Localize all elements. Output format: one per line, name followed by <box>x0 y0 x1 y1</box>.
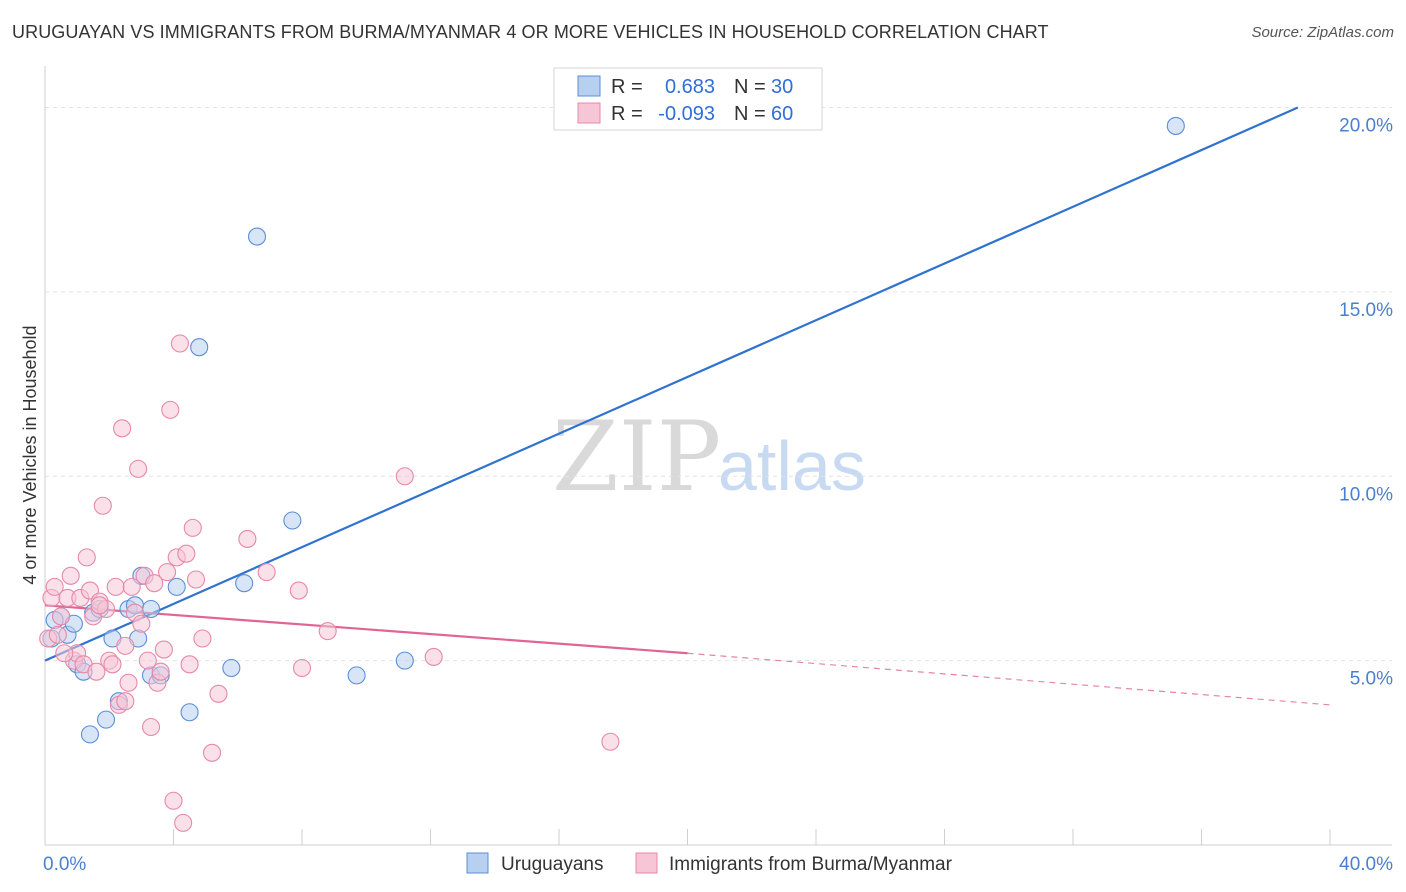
point-burma <box>116 636 135 655</box>
legend-r-label-2: R = <box>611 103 643 125</box>
bottom-legend-swatch-burma <box>635 852 658 874</box>
legend-r-value-2: -0.093 <box>658 103 715 125</box>
point-burma <box>113 419 132 438</box>
point-uruguayans <box>235 574 254 593</box>
point-burma <box>129 459 148 478</box>
point-burma <box>238 529 257 548</box>
legend-n-label-1: N = <box>734 76 766 98</box>
legend-n-value-2: 60 <box>771 103 793 125</box>
point-burma <box>209 684 228 703</box>
y-axis-label: 4 or more Vehicles in Household <box>20 325 40 584</box>
correlation-legend: R = 0.683 N = 30 R = -0.093 N = 60 <box>553 67 823 131</box>
point-burma <box>292 658 312 678</box>
source-label: Source: ZipAtlas.com <box>1251 24 1394 41</box>
legend-r-value-1: 0.683 <box>665 76 715 98</box>
y-tick-label: 10.0% <box>1339 484 1393 505</box>
chart-title: URUGUAYAN VS IMMIGRANTS FROM BURMA/MYANM… <box>12 22 1049 42</box>
trend-line-uruguayans <box>44 106 1299 662</box>
point-burma <box>119 673 138 692</box>
point-burma <box>174 813 193 832</box>
point-burma <box>93 496 112 515</box>
point-uruguayans <box>283 511 302 530</box>
point-burma <box>48 625 67 644</box>
point-burma <box>77 548 96 567</box>
point-burma <box>180 655 199 674</box>
bottom-legend-burma: Immigrants from Burma/Myanmar <box>669 854 953 875</box>
legend-n-label-2: N = <box>734 103 766 125</box>
point-burma <box>193 629 212 648</box>
legend-r-label-1: R = <box>611 76 643 98</box>
point-burma <box>424 647 443 666</box>
point-burma <box>151 662 170 681</box>
point-burma <box>132 614 151 633</box>
x-tick-label: 0.0% <box>43 854 86 875</box>
point-burma <box>164 791 183 810</box>
point-burma <box>170 334 189 353</box>
watermark-zip: ZIP <box>552 401 721 513</box>
point-burma <box>289 581 308 600</box>
point-burma <box>52 607 71 626</box>
axes <box>44 66 1392 846</box>
point-uruguayans <box>395 651 414 670</box>
tick-labels: 5.0% 10.0% 15.0% 20.0% 0.0% 40.0% <box>43 116 1393 876</box>
series-legend: Uruguayans Immigrants from Burma/Myanmar <box>466 852 953 875</box>
data-points <box>39 116 1185 832</box>
watermark-atlas: atlas <box>718 427 866 505</box>
point-burma <box>318 622 337 641</box>
x-tick-label: 40.0% <box>1339 854 1393 875</box>
point-burma <box>87 662 106 681</box>
point-uruguayans <box>180 703 199 722</box>
point-burma <box>141 717 161 737</box>
point-burma <box>45 577 64 596</box>
point-burma <box>145 574 164 593</box>
point-burma <box>116 692 135 711</box>
trend-extension-burma <box>687 652 1331 706</box>
legend-n-value-1: 30 <box>771 76 793 98</box>
point-uruguayans <box>96 710 116 729</box>
point-burma <box>138 651 157 670</box>
y-tick-label: 20.0% <box>1339 116 1393 137</box>
point-burma <box>103 655 122 674</box>
bottom-legend-uruguayans: Uruguayans <box>501 854 603 875</box>
point-burma <box>257 563 276 582</box>
point-burma <box>395 467 414 486</box>
point-uruguayans <box>141 599 161 619</box>
legend-swatch-uruguayans <box>577 75 601 97</box>
point-burma <box>154 640 173 659</box>
point-burma <box>158 563 177 582</box>
y-tick-label: 5.0% <box>1350 669 1393 690</box>
point-uruguayans <box>347 666 366 685</box>
point-uruguayans <box>222 658 241 678</box>
point-uruguayans <box>190 338 209 357</box>
bottom-legend-swatch-uruguayans <box>466 852 489 874</box>
point-burma <box>177 544 196 563</box>
legend-swatch-burma <box>577 102 601 124</box>
point-burma <box>186 570 206 589</box>
point-uruguayans <box>80 725 100 744</box>
point-burma <box>601 732 620 751</box>
y-tick-label: 15.0% <box>1339 300 1393 321</box>
point-uruguayans <box>1166 116 1185 135</box>
point-burma <box>203 743 222 762</box>
point-burma <box>183 518 202 537</box>
point-burma <box>55 644 74 663</box>
point-burma <box>61 566 80 585</box>
point-uruguayans <box>247 227 267 246</box>
point-burma <box>106 577 125 596</box>
point-burma <box>122 577 141 596</box>
point-burma <box>90 596 109 615</box>
point-burma <box>161 400 180 419</box>
point-uruguayans <box>167 577 186 596</box>
gridlines <box>45 107 1392 662</box>
